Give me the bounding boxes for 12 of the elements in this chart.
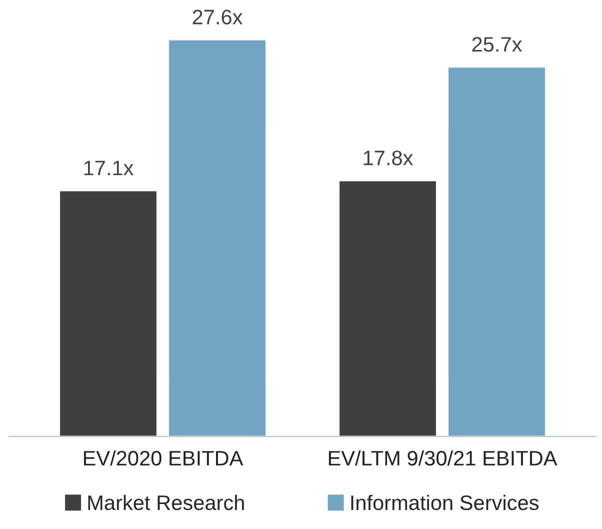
data-label: 17.1x xyxy=(84,160,134,176)
x-tick-label: EV/2020 EBITDA xyxy=(84,450,244,466)
data-label: 27.6x xyxy=(192,10,243,24)
data-label: 25.7x xyxy=(472,37,522,52)
legend-label: Market Research xyxy=(88,494,244,510)
bar xyxy=(447,66,546,436)
x-tick-label: EV/LTM 9/30/21 EBITDA xyxy=(328,450,558,466)
bar xyxy=(58,190,158,436)
data-label: 17.8x xyxy=(364,150,414,166)
legend-label: Information Services xyxy=(351,494,539,510)
bar xyxy=(168,40,267,436)
bar xyxy=(338,180,438,436)
